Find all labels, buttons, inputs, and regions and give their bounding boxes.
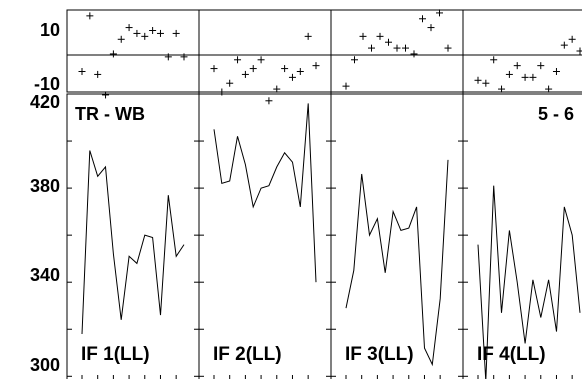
- residual-marker: [368, 44, 375, 52]
- residual-marker: [273, 85, 281, 93]
- top-strip: 10 -10: [34, 9, 582, 105]
- residual-marker: [241, 70, 249, 78]
- residual-marker: [164, 53, 172, 61]
- residual-marker: [117, 35, 125, 43]
- residual-marker: [78, 68, 86, 75]
- residual-marker: [376, 32, 384, 40]
- residual-marker: [419, 15, 426, 23]
- main-ytick-label: 300: [30, 355, 60, 375]
- panel-label: IF 2(LL): [213, 344, 282, 365]
- top-strip-marks: [78, 9, 582, 105]
- residual-marker: [149, 27, 157, 34]
- residual-marker: [402, 44, 409, 52]
- residual-marker: [156, 29, 164, 37]
- residual-marker: [359, 32, 367, 40]
- residual-marker: [560, 41, 568, 49]
- residual-marker: [133, 29, 141, 37]
- residual-marker: [296, 68, 304, 75]
- residual-marker: [427, 24, 435, 32]
- residual-marker: [288, 73, 296, 81]
- residual-marker: [552, 68, 560, 75]
- left-annotation: TR - WB: [75, 104, 145, 124]
- residual-marker: [141, 32, 149, 40]
- residual-marker: [545, 85, 553, 93]
- residual-marker: [125, 24, 133, 32]
- panel-label: IF 3(LL): [345, 344, 414, 365]
- residual-marker: [265, 97, 273, 105]
- residual-marker: [505, 70, 513, 78]
- residual-marker: [180, 53, 188, 61]
- top-strip-frame: [66, 9, 582, 93]
- top-ytick-label: 10: [40, 20, 60, 40]
- residual-marker: [210, 65, 218, 73]
- residual-marker: [342, 82, 350, 90]
- panel-label: IF 1(LL): [81, 344, 150, 365]
- residual-marker: [410, 50, 418, 58]
- residual-marker: [474, 76, 482, 84]
- residual-marker: [490, 56, 498, 64]
- residual-marker: [172, 29, 180, 37]
- main-ytick-label: 380: [30, 176, 60, 196]
- panel-labels: IF 1(LL) IF 2(LL) IF 3(LL) IF 4(LL): [81, 344, 546, 365]
- series-line: [477, 185, 581, 379]
- residual-marker: [249, 65, 257, 73]
- residual-marker: [537, 62, 545, 70]
- residual-marker: [86, 12, 94, 20]
- series-line: [81, 150, 185, 335]
- main-ytick-label: 420: [30, 92, 60, 112]
- residual-marker: [576, 47, 582, 55]
- panel-label: IF 4(LL): [477, 344, 546, 365]
- residual-marker: [385, 38, 392, 46]
- residual-marker: [312, 62, 320, 70]
- residual-marker: [568, 35, 576, 43]
- residual-marker: [234, 56, 242, 64]
- main-plot: 420 380 340 300 TR - WB 5 - 6: [30, 92, 582, 379]
- residual-marker: [351, 56, 358, 64]
- residual-marker: [482, 79, 490, 87]
- top-ytick-label: -10: [34, 74, 60, 94]
- residual-marker: [529, 73, 537, 81]
- residual-marker: [281, 65, 289, 73]
- residual-marker: [513, 62, 521, 70]
- residual-marker: [393, 44, 401, 52]
- residual-marker: [444, 44, 452, 52]
- residual-marker: [498, 85, 506, 93]
- series-line: [345, 159, 449, 367]
- residual-marker: [257, 56, 265, 64]
- residual-marker: [102, 91, 110, 99]
- right-annotation: 5 - 6: [538, 104, 574, 124]
- residual-marker: [436, 9, 443, 17]
- residual-marker: [109, 50, 117, 58]
- residual-marker: [226, 79, 234, 87]
- residual-marker: [521, 73, 529, 81]
- main-plot-marks: [81, 103, 581, 379]
- residual-marker: [304, 32, 312, 40]
- main-ytick-label: 340: [30, 265, 60, 285]
- series-line: [213, 103, 317, 283]
- panel-dividers: [67, 10, 468, 379]
- residual-marker: [94, 70, 102, 78]
